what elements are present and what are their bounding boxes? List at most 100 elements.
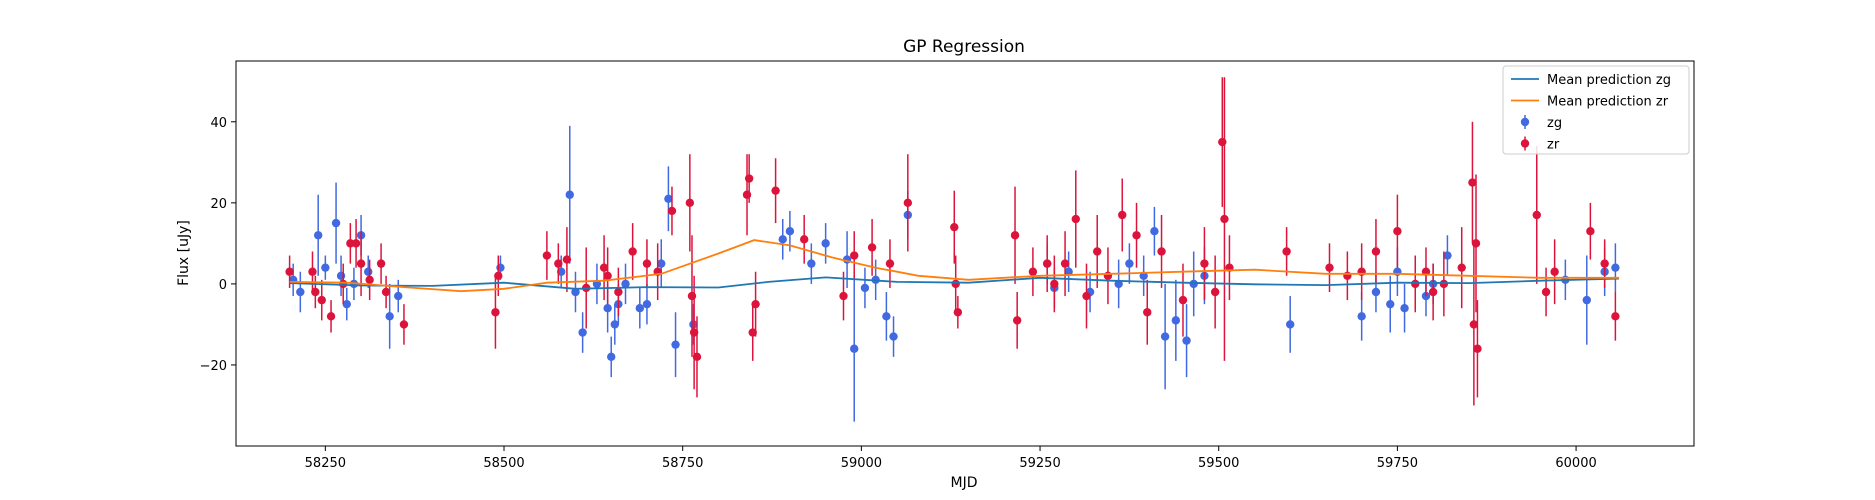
- zg-point: [850, 344, 859, 353]
- zr-point: [1200, 259, 1209, 268]
- zr-point: [850, 251, 859, 260]
- zr-point: [1428, 287, 1438, 297]
- zg-point: [671, 340, 680, 349]
- zr-point: [326, 312, 336, 321]
- zr-point: [1143, 308, 1152, 317]
- zr-point: [1042, 259, 1052, 268]
- zg-point: [664, 194, 673, 203]
- legend-label-mean-zr: Mean prediction zr: [1547, 95, 1669, 110]
- zr-point: [1157, 247, 1166, 256]
- zr-point: [1210, 287, 1220, 297]
- x-axis-label: MJD: [951, 475, 978, 491]
- x-tick-label: 59000: [841, 456, 882, 471]
- zg-point: [882, 312, 891, 321]
- zg-point: [610, 320, 619, 329]
- zr-point: [628, 247, 637, 256]
- zr-point: [365, 275, 374, 285]
- zr-point: [285, 267, 294, 276]
- zr-point: [1532, 210, 1541, 220]
- zr-point: [1611, 312, 1620, 321]
- zg-point: [785, 227, 795, 236]
- zr-point: [1343, 271, 1352, 280]
- zg-point: [1611, 263, 1620, 272]
- zr-point: [542, 251, 552, 260]
- zg-point: [385, 312, 394, 321]
- zr-point: [1600, 259, 1609, 268]
- legend-swatch-zg: [1520, 117, 1530, 127]
- zr-point: [1218, 137, 1227, 147]
- zr-point: [1541, 287, 1551, 297]
- zg-point: [1371, 287, 1381, 297]
- zg-point: [1443, 251, 1452, 260]
- zr-point: [1282, 247, 1291, 256]
- zr-point: [1132, 231, 1141, 240]
- zr-point: [1093, 247, 1102, 256]
- zg-point: [296, 287, 305, 297]
- zg-point: [394, 291, 403, 301]
- zr-point: [953, 308, 963, 317]
- plot-frame: [235, 60, 1695, 447]
- y-tick-label: −20: [200, 359, 227, 374]
- y-tick-label: 40: [210, 116, 227, 131]
- zr-point: [1012, 316, 1022, 325]
- zg-point: [1357, 312, 1366, 321]
- zr-point: [491, 308, 500, 317]
- zr-point: [885, 259, 895, 268]
- zr-point: [1471, 239, 1481, 248]
- zg-point: [1064, 267, 1073, 276]
- legend-label-mean-zg: Mean prediction zg: [1547, 73, 1671, 88]
- zr-point: [1439, 279, 1449, 289]
- zr-point: [317, 295, 326, 305]
- zr-point: [1010, 231, 1020, 240]
- zr-point: [951, 279, 960, 289]
- zg-point: [1182, 336, 1191, 345]
- zg-point: [496, 263, 505, 272]
- legend-label-zr: zr: [1547, 138, 1560, 153]
- zr-point: [614, 287, 623, 297]
- zr-point: [1178, 295, 1188, 305]
- zr-point: [1082, 291, 1091, 301]
- x-tick-label: 59750: [1377, 456, 1418, 471]
- zg-point: [556, 267, 566, 276]
- zr-point: [687, 291, 697, 301]
- x-tick-label: 58750: [662, 456, 703, 471]
- x-tick-label: 59500: [1198, 456, 1239, 471]
- zg-point: [331, 218, 341, 228]
- zg-point: [1582, 295, 1591, 305]
- zr-point: [1371, 247, 1381, 256]
- zr-point: [339, 279, 348, 289]
- zg-point: [635, 304, 645, 313]
- zr-point: [751, 299, 760, 309]
- zr-point: [399, 320, 409, 329]
- zr-point: [1586, 227, 1595, 236]
- legend-swatch-zr: [1520, 139, 1530, 148]
- zr-point: [554, 259, 563, 268]
- zr-point: [1050, 279, 1059, 289]
- zg-point: [578, 328, 587, 337]
- x-tick-label: 58250: [305, 456, 346, 471]
- zr-point: [692, 352, 702, 362]
- zg-point: [1150, 227, 1159, 236]
- zg-point: [1189, 279, 1198, 289]
- mean-line-zr: [289, 239, 1619, 293]
- zr-point: [376, 259, 386, 268]
- zr-point: [1550, 267, 1559, 276]
- zg-point: [603, 304, 612, 313]
- zr-point: [744, 174, 754, 183]
- x-tick-label: 58500: [483, 456, 524, 471]
- zr-point: [839, 291, 848, 301]
- zr-point: [1103, 271, 1113, 280]
- zg-point: [778, 235, 787, 244]
- zg-point: [621, 279, 630, 289]
- zg-point: [1125, 259, 1134, 268]
- zr-point: [1411, 279, 1420, 289]
- zr-point: [1028, 267, 1038, 276]
- zr-point: [311, 287, 320, 297]
- zr-point: [1220, 214, 1229, 224]
- zg-point: [1171, 316, 1181, 325]
- zr-point: [1473, 344, 1482, 353]
- zr-point: [351, 239, 361, 248]
- zr-point: [1060, 259, 1070, 268]
- zg-point: [313, 231, 323, 240]
- zr-point: [642, 259, 652, 268]
